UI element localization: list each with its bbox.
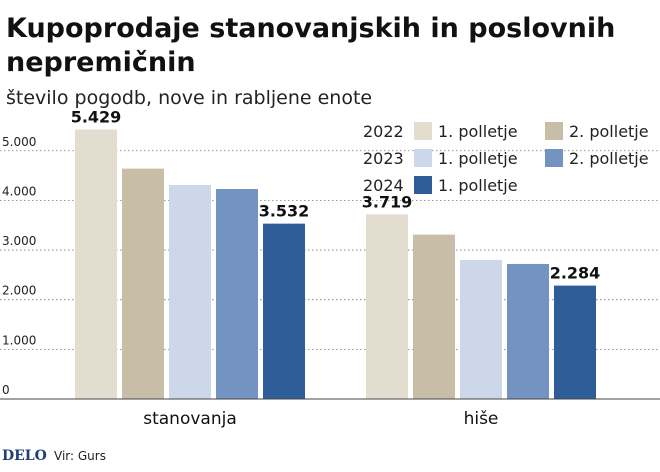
legend-year: 2022 <box>363 122 404 141</box>
data-labels: 5.429 3.532 3.719 2.284 <box>71 107 601 282</box>
bar-stanovanja-2022-2 <box>122 168 164 399</box>
legend-label: 2. polletje <box>569 122 649 141</box>
legend-swatch <box>414 122 432 140</box>
chart-title-line-2: nepremičnin <box>6 47 196 78</box>
chart-subtitle: število pogodb, nove in rabljene enote <box>6 87 372 109</box>
x-axis-categories: stanovanja hiše <box>143 409 498 429</box>
legend-year: 2023 <box>363 149 404 168</box>
x-category-label: hiše <box>464 409 499 429</box>
y-tick-label: 2.000 <box>2 284 36 298</box>
legend-swatch <box>545 149 563 167</box>
brand-logo: DELO <box>2 448 47 464</box>
data-label: 3.719 <box>362 192 413 211</box>
y-tick-label: 4.000 <box>2 184 36 198</box>
data-label: 2.284 <box>550 264 601 283</box>
legend-swatch <box>414 149 432 167</box>
y-tick-label: 0 <box>2 383 10 397</box>
y-tick-label: 5.000 <box>2 135 36 149</box>
bar-hiše-2022-1 <box>366 214 408 399</box>
bar-stanovanja-2023-1 <box>169 185 211 399</box>
data-label: 5.429 <box>71 107 122 126</box>
bar-hiše-2022-2 <box>413 234 455 399</box>
bar-hiše-2023-2 <box>507 263 549 399</box>
bar-hiše-2024-1 <box>554 285 596 399</box>
legend: 2022 1. polletje 2. polletje 2023 1. polletj… <box>363 122 649 195</box>
bars <box>75 129 596 400</box>
legend-label: 1. polletje <box>438 176 518 195</box>
legend-swatch <box>545 122 563 140</box>
chart-title-line-1: Kupoprodaje stanovanjskih in poslovnih <box>6 13 615 44</box>
legend-swatch <box>414 176 432 194</box>
bar-stanovanja-2023-2 <box>216 188 258 399</box>
y-tick-label: 3.000 <box>2 234 36 248</box>
data-label: 3.532 <box>259 202 310 221</box>
legend-label: 2. polletje <box>569 149 649 168</box>
legend-label: 1. polletje <box>438 149 518 168</box>
y-axis-ticks: 0 1.000 2.000 3.000 4.000 5.000 <box>2 135 36 397</box>
bar-stanovanja-2022-1 <box>75 129 117 400</box>
bar-hiše-2023-1 <box>460 259 502 399</box>
x-category-label: stanovanja <box>143 409 237 429</box>
legend-label: 1. polletje <box>438 122 518 141</box>
y-tick-label: 1.000 <box>2 333 36 347</box>
legend-year: 2024 <box>363 176 404 195</box>
source-note: Vir: Gurs <box>54 449 106 463</box>
bar-stanovanja-2024-1 <box>263 223 305 399</box>
